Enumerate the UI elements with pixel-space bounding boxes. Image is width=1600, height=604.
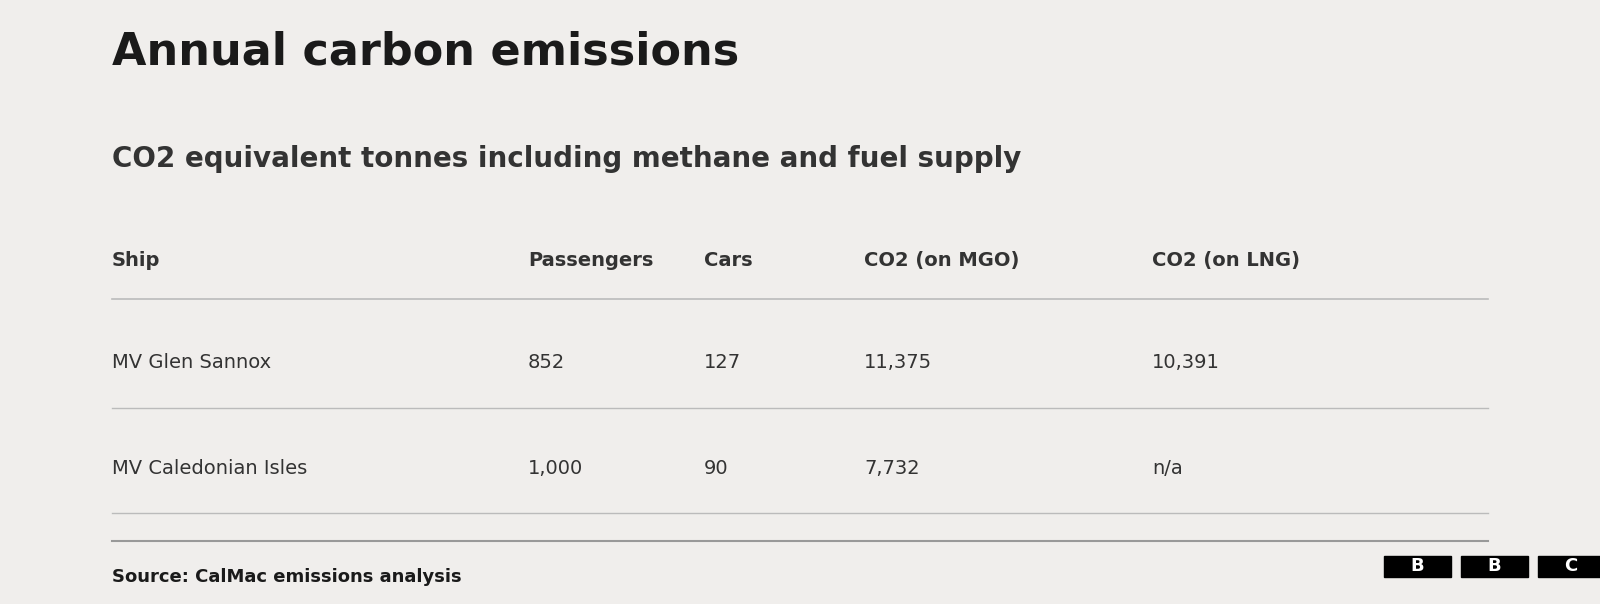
Text: n/a: n/a xyxy=(1152,459,1182,478)
Text: CO2 equivalent tonnes including methane and fuel supply: CO2 equivalent tonnes including methane … xyxy=(112,145,1021,173)
Text: CO2 (on MGO): CO2 (on MGO) xyxy=(864,251,1019,269)
Text: MV Glen Sannox: MV Glen Sannox xyxy=(112,353,270,372)
Text: Ship: Ship xyxy=(112,251,160,269)
Text: 127: 127 xyxy=(704,353,741,372)
Text: 852: 852 xyxy=(528,353,565,372)
Text: MV Caledonian Isles: MV Caledonian Isles xyxy=(112,459,307,478)
FancyBboxPatch shape xyxy=(1384,556,1451,577)
FancyBboxPatch shape xyxy=(1461,556,1528,577)
Text: 1,000: 1,000 xyxy=(528,459,584,478)
Text: 11,375: 11,375 xyxy=(864,353,933,372)
Text: C: C xyxy=(1565,557,1578,576)
Text: B: B xyxy=(1488,557,1501,576)
Text: 90: 90 xyxy=(704,459,728,478)
Text: B: B xyxy=(1411,557,1424,576)
FancyBboxPatch shape xyxy=(1538,556,1600,577)
Text: Passengers: Passengers xyxy=(528,251,653,269)
Text: 10,391: 10,391 xyxy=(1152,353,1219,372)
Text: Cars: Cars xyxy=(704,251,752,269)
Text: Annual carbon emissions: Annual carbon emissions xyxy=(112,30,739,73)
Text: 7,732: 7,732 xyxy=(864,459,920,478)
Text: CO2 (on LNG): CO2 (on LNG) xyxy=(1152,251,1299,269)
Text: Source: CalMac emissions analysis: Source: CalMac emissions analysis xyxy=(112,568,462,586)
